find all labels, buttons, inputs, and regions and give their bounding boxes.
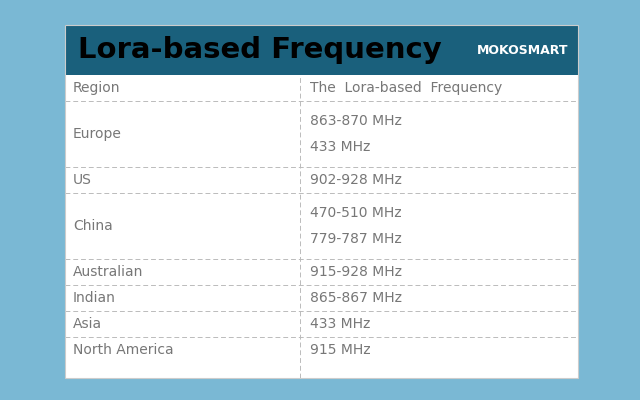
Text: 865-867 MHz: 865-867 MHz	[310, 291, 402, 305]
Text: North America: North America	[73, 343, 173, 357]
Text: 915-928 MHz: 915-928 MHz	[310, 265, 402, 279]
Text: The  Lora-based  Frequency: The Lora-based Frequency	[310, 81, 502, 95]
Text: Europe: Europe	[73, 127, 122, 141]
Bar	[65, 25, 578, 75]
Text: Indian: Indian	[73, 291, 116, 305]
Text: 863-870 MHz: 863-870 MHz	[310, 114, 402, 128]
Text: Australian: Australian	[73, 265, 143, 279]
Text: US: US	[73, 173, 92, 187]
Bar	[65, 75, 578, 378]
Text: 433 MHz: 433 MHz	[310, 317, 371, 331]
Text: 915 MHz: 915 MHz	[310, 343, 371, 357]
Text: MOKOSMART: MOKOSMART	[477, 44, 568, 56]
Text: 470-510 MHz: 470-510 MHz	[310, 206, 401, 220]
Text: 779-787 MHz: 779-787 MHz	[310, 232, 402, 246]
Text: China: China	[73, 219, 113, 233]
Text: Asia: Asia	[73, 317, 102, 331]
Text: 902-928 MHz: 902-928 MHz	[310, 173, 402, 187]
Text: 433 MHz: 433 MHz	[310, 140, 371, 154]
Text: Lora-based Frequency: Lora-based Frequency	[78, 36, 442, 64]
Bar	[65, 25, 578, 378]
Text: Region: Region	[73, 81, 120, 95]
